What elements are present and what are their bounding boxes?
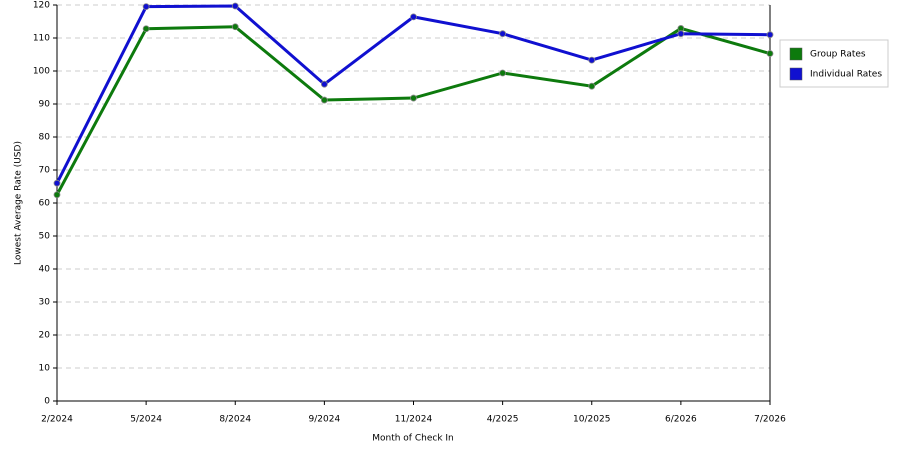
y-tick-label: 80: [39, 133, 51, 143]
legend-swatch: [789, 47, 803, 61]
y-tick-label: 70: [39, 166, 51, 176]
data-point: [677, 30, 685, 38]
x-tick-label: 9/2024: [309, 415, 341, 425]
legend-swatch: [789, 67, 803, 81]
x-tick-label: 11/2024: [395, 415, 433, 425]
data-point: [320, 80, 328, 88]
data-point: [53, 191, 61, 199]
y-tick-label: 60: [39, 199, 51, 209]
data-point: [766, 50, 774, 57]
legend-label: Individual Rates: [810, 70, 882, 80]
x-tick-label: 6/2026: [665, 415, 697, 425]
data-point: [499, 69, 507, 77]
y-tick-label: 100: [33, 67, 50, 77]
y-axis-label: Lowest Average Rate (USD): [14, 141, 24, 265]
x-tick-label: 10/2025: [573, 415, 610, 425]
y-tick-label: 90: [39, 100, 51, 110]
y-tick-label: 110: [33, 34, 50, 44]
y-tick-label: 10: [39, 364, 51, 374]
x-tick-label: 5/2024: [130, 415, 162, 425]
x-tick-label: 8/2024: [219, 415, 251, 425]
x-axis-label: Month of Check In: [372, 434, 454, 444]
y-tick-label: 40: [39, 265, 51, 275]
x-tick-label: 4/2025: [487, 415, 519, 425]
x-tick-label: 2/2024: [41, 415, 73, 425]
data-point: [499, 30, 507, 38]
y-tick-label: 20: [39, 331, 51, 341]
y-tick-label: 120: [33, 1, 50, 11]
data-point: [766, 31, 774, 39]
data-point: [410, 94, 417, 102]
data-point: [53, 179, 61, 187]
y-tick-label: 0: [44, 397, 50, 407]
legend-label: Group Rates: [810, 50, 866, 60]
data-point: [231, 23, 239, 31]
data-point: [142, 25, 150, 33]
series-line: [55, 4, 771, 184]
y-tick-label: 30: [39, 298, 51, 308]
data-point: [142, 3, 150, 11]
x-tick-label: 7/2026: [754, 415, 786, 425]
data-point: [588, 82, 596, 90]
data-point: [410, 13, 417, 21]
data-point: [320, 96, 328, 104]
data-point: [588, 56, 596, 64]
data-point: [231, 2, 239, 10]
y-tick-label: 50: [39, 232, 51, 242]
